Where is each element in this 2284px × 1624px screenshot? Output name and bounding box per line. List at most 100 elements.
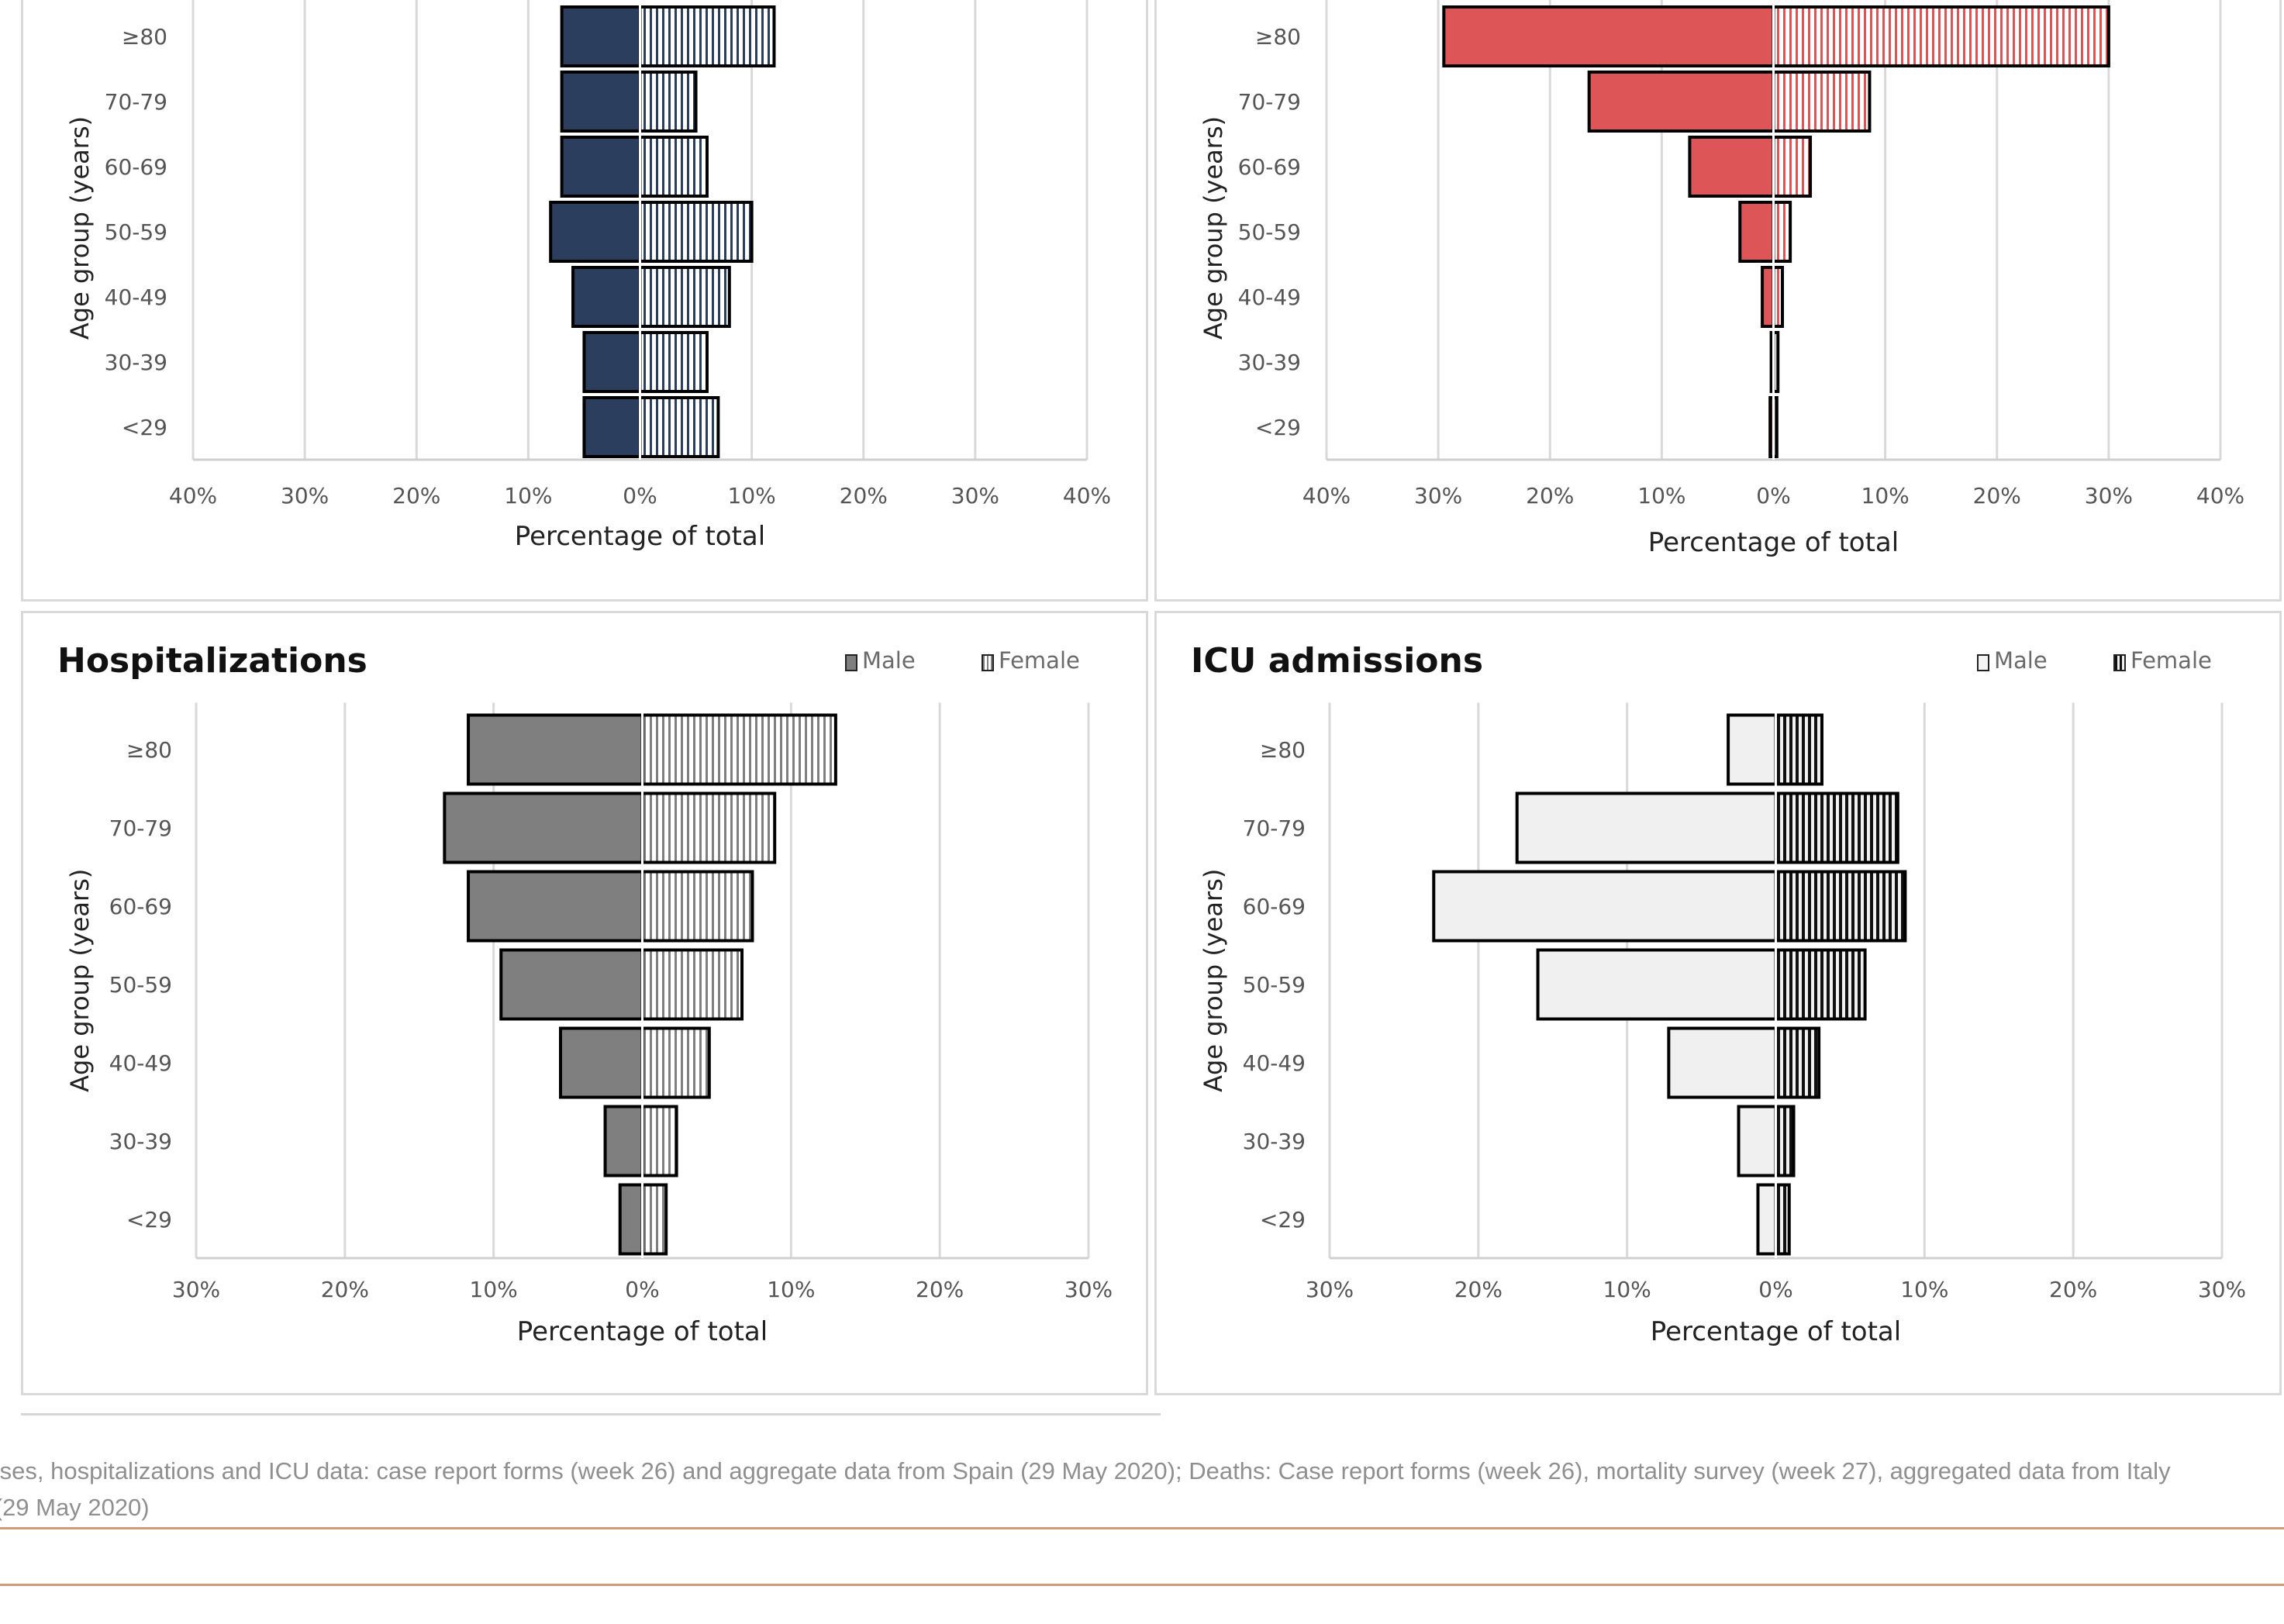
female-bar (1774, 1105, 1796, 1177)
category-label: 30-39 (105, 350, 167, 375)
category-label: 40-49 (1243, 1050, 1306, 1076)
male-bar (558, 1026, 644, 1099)
x-axis-title: Percentage of total (1648, 527, 1899, 558)
legend-female: Female (2113, 647, 2212, 674)
x-tick-label: 20% (1973, 483, 2021, 509)
male-bar (443, 791, 644, 864)
category-label: <29 (1255, 415, 1301, 440)
category-label: 50-59 (109, 972, 172, 998)
legend-female: Female (982, 647, 1080, 674)
x-tick-label: 20% (1454, 1277, 1503, 1302)
x-tick-label: 20% (916, 1277, 964, 1302)
cases-pyramid-chart: 40% 30% 20% 10% 0% 10% 20% 30% 40% <29 30-39 40-49 5… (65, 0, 1111, 552)
category-label: 30-39 (109, 1129, 172, 1154)
x-tick-label: 0% (1758, 1277, 1792, 1302)
source-note-line-2: in (29 May 2020) (0, 1494, 150, 1521)
y-axis-title: Age group (years) (1199, 116, 1228, 340)
male-bar (549, 201, 642, 263)
female-bar (638, 266, 731, 328)
x-tick-label: 30% (2198, 1277, 2246, 1302)
x-tick-label: 20% (321, 1277, 369, 1302)
category-label: 40-49 (105, 284, 167, 310)
male-bar (618, 1183, 644, 1256)
male-bar (1688, 136, 1775, 198)
x-tick-label: 0% (625, 1277, 659, 1302)
category-label: 60-69 (1243, 894, 1306, 919)
female-bar (640, 1183, 668, 1256)
legend-male-swatch (845, 654, 857, 671)
x-tick-label: 10% (1637, 483, 1685, 509)
hospitalizations-title: Hospitalizations (57, 641, 367, 681)
male-bar (603, 1105, 644, 1177)
female-bar (1774, 791, 1899, 864)
x-tick-label: 10% (1603, 1277, 1651, 1302)
category-label: 70-79 (109, 815, 172, 841)
female-bar (640, 870, 754, 943)
hospitalizations-chart-panel: Hospitalizations Male Female 30% 20% 10% 0%… (21, 611, 1148, 1395)
male-bar (1536, 948, 1778, 1021)
female-bar (638, 136, 709, 198)
x-axis-title: Percentage of total (1651, 1316, 1901, 1347)
category-label: ≥80 (126, 737, 172, 763)
x-tick-label: 20% (1526, 483, 1574, 509)
x-tick-label: 30% (951, 483, 999, 509)
x-tick-label: 40% (2196, 483, 2244, 509)
male-bar (1727, 713, 1778, 786)
male-bar (1515, 791, 1778, 864)
female-bar (1772, 136, 1813, 198)
x-tick-label: 0% (623, 483, 657, 509)
male-bar (582, 396, 642, 458)
divider-rule (0, 1527, 2284, 1529)
female-bar (638, 5, 776, 67)
male-bar (467, 870, 644, 943)
x-tick-label: 10% (767, 1277, 815, 1302)
female-bar (638, 331, 709, 393)
female-bar (1774, 870, 1907, 943)
category-label: ≥80 (122, 24, 167, 50)
x-tick-label: 10% (728, 483, 776, 509)
x-tick-label: 20% (840, 483, 888, 509)
category-label: 50-59 (1238, 219, 1301, 245)
male-bar (1737, 1105, 1778, 1177)
category-label: 60-69 (1238, 154, 1301, 180)
male-bar (560, 5, 642, 67)
legend-male-label: Male (1994, 647, 2048, 674)
female-bar (638, 71, 698, 133)
male-bar (1756, 1183, 1778, 1256)
x-tick-label: 30% (1414, 483, 1462, 509)
female-bar (1772, 266, 1785, 328)
legend-male-swatch (1977, 654, 1989, 671)
source-note: Cases, hospitalizations and ICU data: ca… (0, 1453, 2284, 1526)
deaths-chart-panel: 40% 30% 20% 10% 0% 10% 20% 30% 40% <29 30-39 40-49 5… (1154, 0, 2282, 602)
x-tick-label: 10% (1861, 483, 1910, 509)
x-axis-title: Percentage of total (515, 521, 765, 552)
category-label: ≥80 (1255, 24, 1301, 50)
category-label: 60-69 (105, 154, 167, 180)
x-axis-title: Percentage of total (517, 1316, 768, 1347)
female-bar (640, 713, 837, 786)
category-label: 50-59 (105, 219, 167, 245)
category-label: 60-69 (109, 894, 172, 919)
male-bar (1761, 266, 1775, 328)
legend-female-label: Female (2130, 647, 2212, 674)
legend-male: Male (845, 647, 916, 674)
male-bar (1667, 1026, 1778, 1099)
x-tick-label: 20% (2049, 1277, 2097, 1302)
legend-female-label: Female (999, 647, 1080, 674)
x-tick-label: 30% (281, 483, 329, 509)
female-bar (1772, 71, 1872, 133)
male-bar (1442, 5, 1775, 67)
category-label: <29 (126, 1207, 172, 1233)
y-axis-title: Age group (years) (65, 116, 95, 340)
male-bar (560, 136, 642, 198)
x-tick-label: 30% (172, 1277, 220, 1302)
icu-title: ICU admissions (1191, 641, 1484, 681)
x-tick-label: 10% (1900, 1277, 1948, 1302)
y-axis-title: Age group (years) (65, 869, 95, 1092)
male-bar (1738, 201, 1775, 263)
female-bar (640, 791, 777, 864)
female-bar (1774, 713, 1823, 786)
category-label: 40-49 (1238, 284, 1301, 310)
female-bar (1774, 1183, 1791, 1256)
female-bar (1774, 1026, 1821, 1099)
